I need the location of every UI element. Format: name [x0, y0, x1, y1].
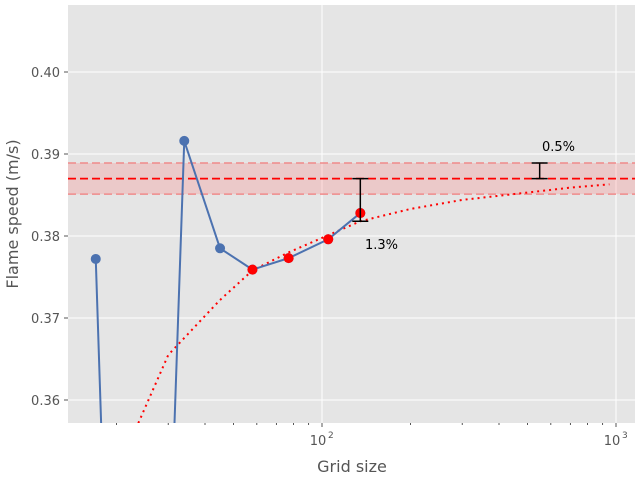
x-axis-label: Grid size: [317, 457, 387, 476]
x-tick-exponent: 3: [622, 431, 628, 441]
y-tick-label: 0.40: [31, 66, 60, 81]
fit-point-marker: [283, 253, 294, 264]
simulation-marker: [215, 243, 226, 254]
y-tick-label: 0.36: [31, 394, 60, 409]
y-tick-label: 0.38: [31, 230, 60, 245]
y-tick-label: 0.39: [31, 148, 60, 163]
fit-point-marker: [323, 234, 334, 245]
error-bars: 1.3% 0.5%: [352, 140, 575, 253]
data-series: [90, 135, 610, 423]
annotation-label: 0.5%: [542, 140, 575, 155]
annotation-label: 1.3%: [365, 238, 398, 253]
x-tick-label: 10: [310, 434, 327, 449]
simulation-marker: [179, 135, 190, 146]
x-tick-exponent: 2: [328, 431, 334, 441]
y-tick-label: 0.37: [31, 312, 60, 327]
y-axis-label: Flame speed (m/s): [3, 139, 22, 288]
fit-curve: [137, 183, 610, 423]
simulation-marker: [90, 253, 101, 264]
plot-area: [68, 5, 635, 423]
grid-lines: [68, 5, 635, 423]
x-tick-label: 10: [604, 434, 621, 449]
fit-point-marker: [247, 264, 258, 275]
